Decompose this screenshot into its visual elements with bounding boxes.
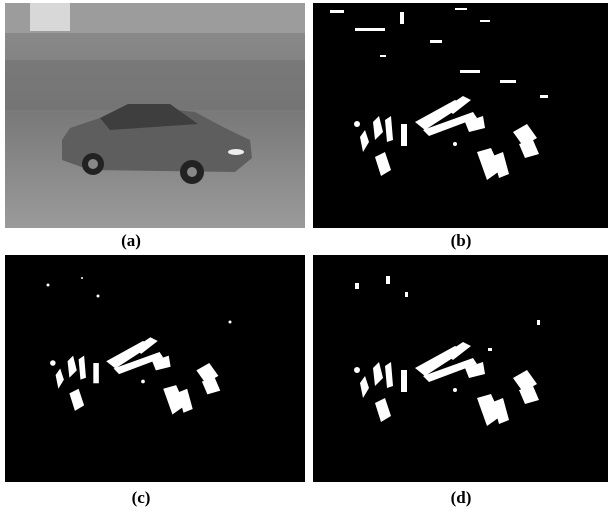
panel-label: (a) — [121, 231, 141, 250]
panel-label: (c) — [132, 488, 151, 507]
figure: (a) (b) (c) (d) — [0, 0, 610, 513]
panel-a-image — [5, 3, 305, 228]
panel-label: (b) — [451, 231, 472, 250]
page: (a) (b) (c) (d) (() => { const data = JS… — [0, 0, 610, 513]
panel-c-image — [5, 255, 305, 482]
panel-b-image — [313, 3, 608, 228]
panel-label: (d) — [451, 488, 472, 507]
panel-d-image — [313, 255, 608, 482]
